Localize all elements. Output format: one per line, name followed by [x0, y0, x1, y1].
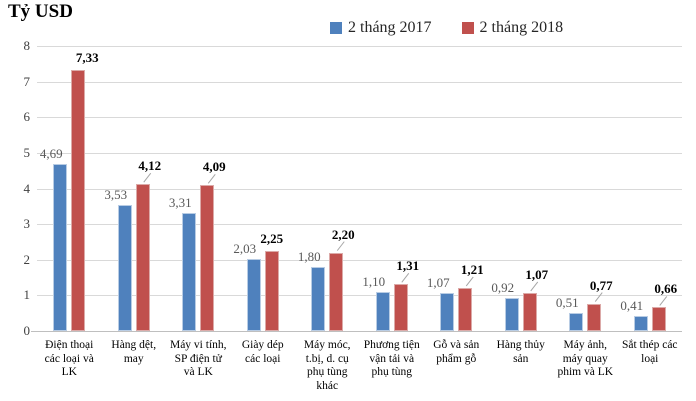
- bar-2017-4: [311, 266, 326, 331]
- value-label-2018-9: 0,66: [654, 281, 678, 297]
- bar-2018-8: [587, 303, 602, 331]
- legend-swatch-2017-icon: [330, 22, 342, 34]
- y-axis-tick-label: 4: [23, 180, 31, 196]
- legend-label-2017: 2 tháng 2017: [348, 19, 432, 36]
- y-axis-tick-label: 3: [23, 216, 31, 232]
- value-label-2017-4: 1,80: [297, 248, 321, 264]
- bar-2017-3: [246, 258, 261, 331]
- gridline: [37, 295, 682, 297]
- value-label-2018-0: 7,33: [75, 49, 99, 65]
- bar-2017-7: [504, 298, 519, 331]
- x-axis-label: Sắt thép các loại: [621, 339, 678, 365]
- chart-title: Tỷ USD: [8, 1, 73, 22]
- value-label-2018-1: 4,12: [138, 158, 162, 174]
- x-axis-label: Hàng dệt, may: [111, 339, 157, 365]
- y-axis-tick-label: 5: [23, 144, 31, 160]
- bar-2017-5: [375, 291, 390, 331]
- x-axis-label: Gỗ và sản phẩm gỗ: [433, 339, 480, 365]
- bar-2018-5: [393, 284, 408, 331]
- bar-2017-0: [53, 163, 68, 331]
- value-label-2018-2: 4,09: [202, 159, 226, 175]
- value-label-2018-4: 2,20: [331, 226, 355, 242]
- bar-2018-9: [651, 307, 666, 331]
- x-axis-label: Hàng thủy sản: [496, 339, 545, 365]
- value-label-2017-1: 3,53: [104, 187, 128, 203]
- x-axis-label: Phương tiện vận tải và phụ tùng: [363, 339, 420, 378]
- gridline: [37, 46, 682, 47]
- bar-2018-7: [522, 292, 537, 331]
- legend: 2 tháng 2017 2 tháng 2018: [330, 19, 563, 37]
- bar-2017-1: [117, 205, 132, 331]
- bar-2018-6: [458, 287, 473, 331]
- x-axis-label: Máy ảnh, máy quay phim và LK: [557, 339, 614, 378]
- value-label-2017-5: 1,10: [362, 273, 386, 289]
- x-axis-label: Máy móc, t.bị, d. cụ phụ tùng khác: [303, 339, 351, 392]
- x-axis-line: [31, 331, 682, 332]
- bar-2018-0: [71, 69, 86, 331]
- legend-item-2018: 2 tháng 2018: [461, 19, 564, 37]
- value-label-2017-8: 0,51: [555, 294, 579, 310]
- value-label-2017-7: 0,92: [491, 280, 515, 296]
- value-label-2018-8: 0,77: [589, 277, 613, 293]
- legend-label-2018: 2 tháng 2018: [479, 19, 564, 36]
- bar-2018-1: [135, 184, 150, 331]
- value-label-2017-0: 4,69: [39, 145, 63, 161]
- gridline: [37, 81, 682, 83]
- gridline: [37, 188, 682, 190]
- bar-2017-6: [440, 292, 455, 331]
- x-axis-label: Điện thoại các loại và LK: [44, 339, 94, 378]
- gridline: [37, 117, 682, 119]
- value-label-2018-5: 1,31: [396, 258, 420, 274]
- x-axis-label: Máy vi tính, SP điện tử và LK: [169, 339, 227, 378]
- y-axis-tick-label: 6: [23, 109, 31, 125]
- gridline: [37, 224, 682, 226]
- y-axis-tick-label: 7: [23, 73, 31, 89]
- bar-2018-2: [200, 185, 215, 331]
- gridline: [37, 259, 682, 261]
- value-label-2017-6: 1,07: [426, 274, 450, 290]
- legend-swatch-2018-icon: [461, 22, 474, 34]
- value-label-2018-3: 2,25: [260, 230, 284, 246]
- bar-2017-9: [633, 316, 648, 331]
- y-axis-tick-label: 1: [23, 287, 31, 303]
- value-label-2018-6: 1,21: [460, 261, 484, 277]
- bar-2017-2: [182, 213, 197, 331]
- legend-item-2017: 2 tháng 2017: [330, 19, 432, 37]
- x-axis-label: Giày dép các loại: [241, 339, 284, 365]
- y-axis-tick-label: 2: [23, 251, 31, 267]
- bar-2018-4: [329, 252, 344, 331]
- y-axis-tick-label: 8: [23, 38, 31, 53]
- bar-2018-3: [264, 250, 279, 331]
- value-label-2017-9: 0,41: [620, 298, 644, 314]
- gridline: [37, 152, 682, 154]
- value-label-2017-2: 3,31: [168, 195, 192, 211]
- value-label-2017-3: 2,03: [233, 240, 257, 256]
- bar-2017-8: [569, 312, 584, 331]
- y-axis-tick-label: 0: [23, 323, 31, 338]
- value-label-2018-7: 1,07: [525, 266, 549, 282]
